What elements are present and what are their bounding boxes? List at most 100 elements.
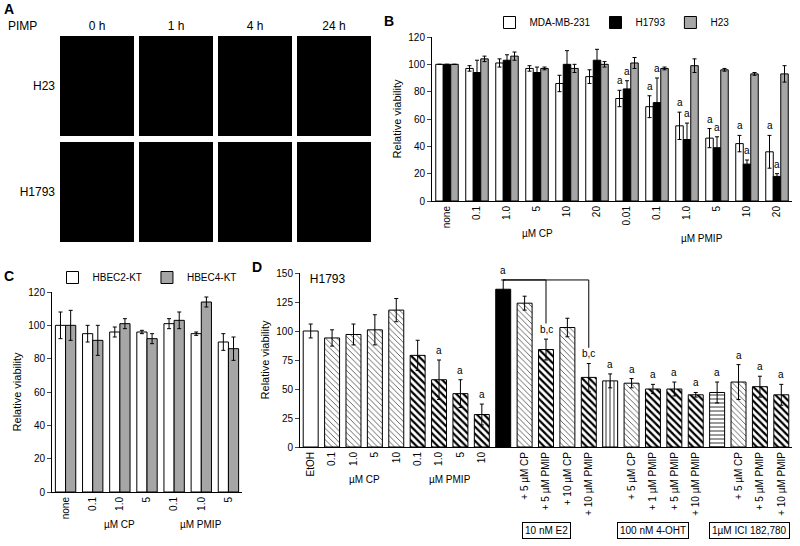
svg-text:µM PMIP: µM PMIP — [681, 233, 723, 244]
svg-text:H1793: H1793 — [636, 17, 666, 28]
svg-text:0.1: 0.1 — [326, 452, 337, 466]
svg-text:10 nM E2: 10 nM E2 — [525, 525, 568, 536]
svg-text:a: a — [757, 361, 763, 372]
svg-text:150: 150 — [276, 268, 293, 279]
svg-text:1.0: 1.0 — [681, 206, 692, 220]
svg-text:HBEC2-KT: HBEC2-KT — [93, 272, 142, 283]
svg-text:1.0: 1.0 — [433, 452, 444, 466]
svg-text:a: a — [778, 369, 784, 380]
svg-text:125: 125 — [276, 297, 293, 308]
svg-text:0.1: 0.1 — [412, 452, 423, 466]
svg-text:Relative viability: Relative viability — [11, 352, 23, 431]
svg-text:+ 5 µM CP: + 5 µM CP — [733, 452, 744, 500]
svg-text:a: a — [737, 120, 743, 131]
svg-text:b,c: b,c — [540, 324, 553, 335]
svg-text:0: 0 — [287, 442, 293, 453]
svg-text:a: a — [500, 265, 506, 276]
svg-text:+ 5 µM PMIP: + 5 µM PMIP — [669, 452, 680, 511]
svg-text:µM PMIP: µM PMIP — [429, 474, 471, 485]
svg-text:H1793: H1793 — [20, 185, 56, 199]
svg-text:a: a — [767, 120, 773, 131]
svg-text:H23: H23 — [33, 79, 55, 93]
svg-text:20: 20 — [591, 206, 602, 218]
svg-text:10: 10 — [561, 206, 572, 218]
svg-text:+ 10 µM CP: + 10 µM CP — [562, 452, 573, 506]
svg-text:120: 120 — [28, 287, 45, 298]
svg-text:10: 10 — [741, 206, 752, 218]
svg-text:a: a — [677, 97, 683, 108]
svg-text:10: 10 — [391, 452, 402, 464]
svg-text:0: 0 — [419, 196, 425, 207]
svg-text:a: a — [457, 365, 463, 376]
svg-text:+ 1 µM PMIP: + 1 µM PMIP — [647, 452, 658, 511]
svg-text:a: a — [671, 367, 677, 378]
svg-text:60: 60 — [34, 387, 46, 398]
svg-text:a: a — [774, 159, 780, 170]
svg-text:0 h: 0 h — [89, 19, 106, 33]
svg-text:50: 50 — [282, 384, 294, 395]
svg-text:+ 5 µM PMIP: + 5 µM PMIP — [754, 452, 765, 511]
svg-text:0.1: 0.1 — [651, 206, 662, 220]
svg-text:1.0: 1.0 — [501, 206, 512, 220]
svg-text:5: 5 — [455, 452, 466, 458]
svg-text:H23: H23 — [710, 17, 729, 28]
svg-text:a: a — [436, 345, 442, 356]
svg-text:20: 20 — [414, 168, 426, 179]
svg-text:a: a — [479, 389, 485, 400]
svg-text:a: a — [684, 108, 690, 119]
svg-text:A: A — [4, 1, 14, 17]
svg-text:1 h: 1 h — [168, 19, 185, 33]
svg-text:+ 5 µM PMIP: + 5 µM PMIP — [540, 452, 551, 511]
svg-text:20: 20 — [771, 206, 782, 218]
svg-text:75: 75 — [282, 355, 294, 366]
svg-text:+ 5 µM CP: + 5 µM CP — [626, 452, 637, 500]
svg-text:none: none — [441, 206, 452, 229]
svg-text:µM CP: µM CP — [522, 228, 553, 239]
svg-text:24 h: 24 h — [322, 19, 345, 33]
svg-text:1.0: 1.0 — [114, 497, 125, 511]
svg-text:5: 5 — [223, 497, 234, 503]
svg-text:100: 100 — [408, 59, 425, 70]
svg-text:+ 10 µM PMIP: + 10 µM PMIP — [776, 452, 787, 516]
svg-text:1µM ICI 182,780: 1µM ICI 182,780 — [712, 525, 787, 536]
svg-text:a: a — [707, 114, 713, 125]
svg-text:5: 5 — [711, 206, 722, 212]
svg-text:100: 100 — [276, 326, 293, 337]
svg-text:25: 25 — [282, 413, 294, 424]
svg-text:0: 0 — [39, 487, 45, 498]
svg-text:C: C — [4, 268, 14, 284]
svg-text:EtOH: EtOH — [305, 452, 316, 476]
svg-text:D: D — [252, 259, 262, 275]
svg-text:MDA-MB-231: MDA-MB-231 — [530, 17, 591, 28]
svg-text:µM CP: µM CP — [104, 519, 135, 530]
svg-text:Relative viability: Relative viability — [259, 320, 271, 399]
svg-text:B: B — [384, 13, 394, 29]
svg-text:1.0: 1.0 — [196, 497, 207, 511]
svg-text:0.1: 0.1 — [168, 497, 179, 511]
svg-text:a: a — [714, 122, 720, 133]
svg-text:PIMP: PIMP — [8, 19, 37, 33]
svg-text:a: a — [629, 364, 635, 375]
svg-text:a: a — [624, 66, 630, 77]
svg-text:a: a — [736, 350, 742, 361]
svg-text:4 h: 4 h — [247, 19, 264, 33]
svg-text:100 nM 4-OHT: 100 nM 4-OHT — [620, 525, 686, 536]
svg-text:H1793: H1793 — [310, 272, 346, 286]
svg-text:10: 10 — [476, 452, 487, 464]
svg-text:a: a — [693, 377, 699, 388]
svg-text:60: 60 — [414, 114, 426, 125]
svg-text:5: 5 — [141, 497, 152, 503]
svg-text:20: 20 — [34, 453, 46, 464]
svg-text:0.1: 0.1 — [87, 497, 98, 511]
svg-text:a: a — [607, 359, 613, 370]
svg-text:+ 5 µM CP: + 5 µM CP — [519, 452, 530, 500]
svg-text:5: 5 — [369, 452, 380, 458]
svg-text:none: none — [60, 497, 71, 520]
svg-text:b,c: b,c — [582, 348, 595, 359]
svg-text:a: a — [617, 75, 623, 86]
svg-text:40: 40 — [414, 141, 426, 152]
svg-text:0.1: 0.1 — [471, 206, 482, 220]
svg-text:Relative viability: Relative viability — [391, 79, 403, 158]
svg-text:5: 5 — [531, 206, 542, 212]
svg-text:a: a — [744, 145, 750, 156]
